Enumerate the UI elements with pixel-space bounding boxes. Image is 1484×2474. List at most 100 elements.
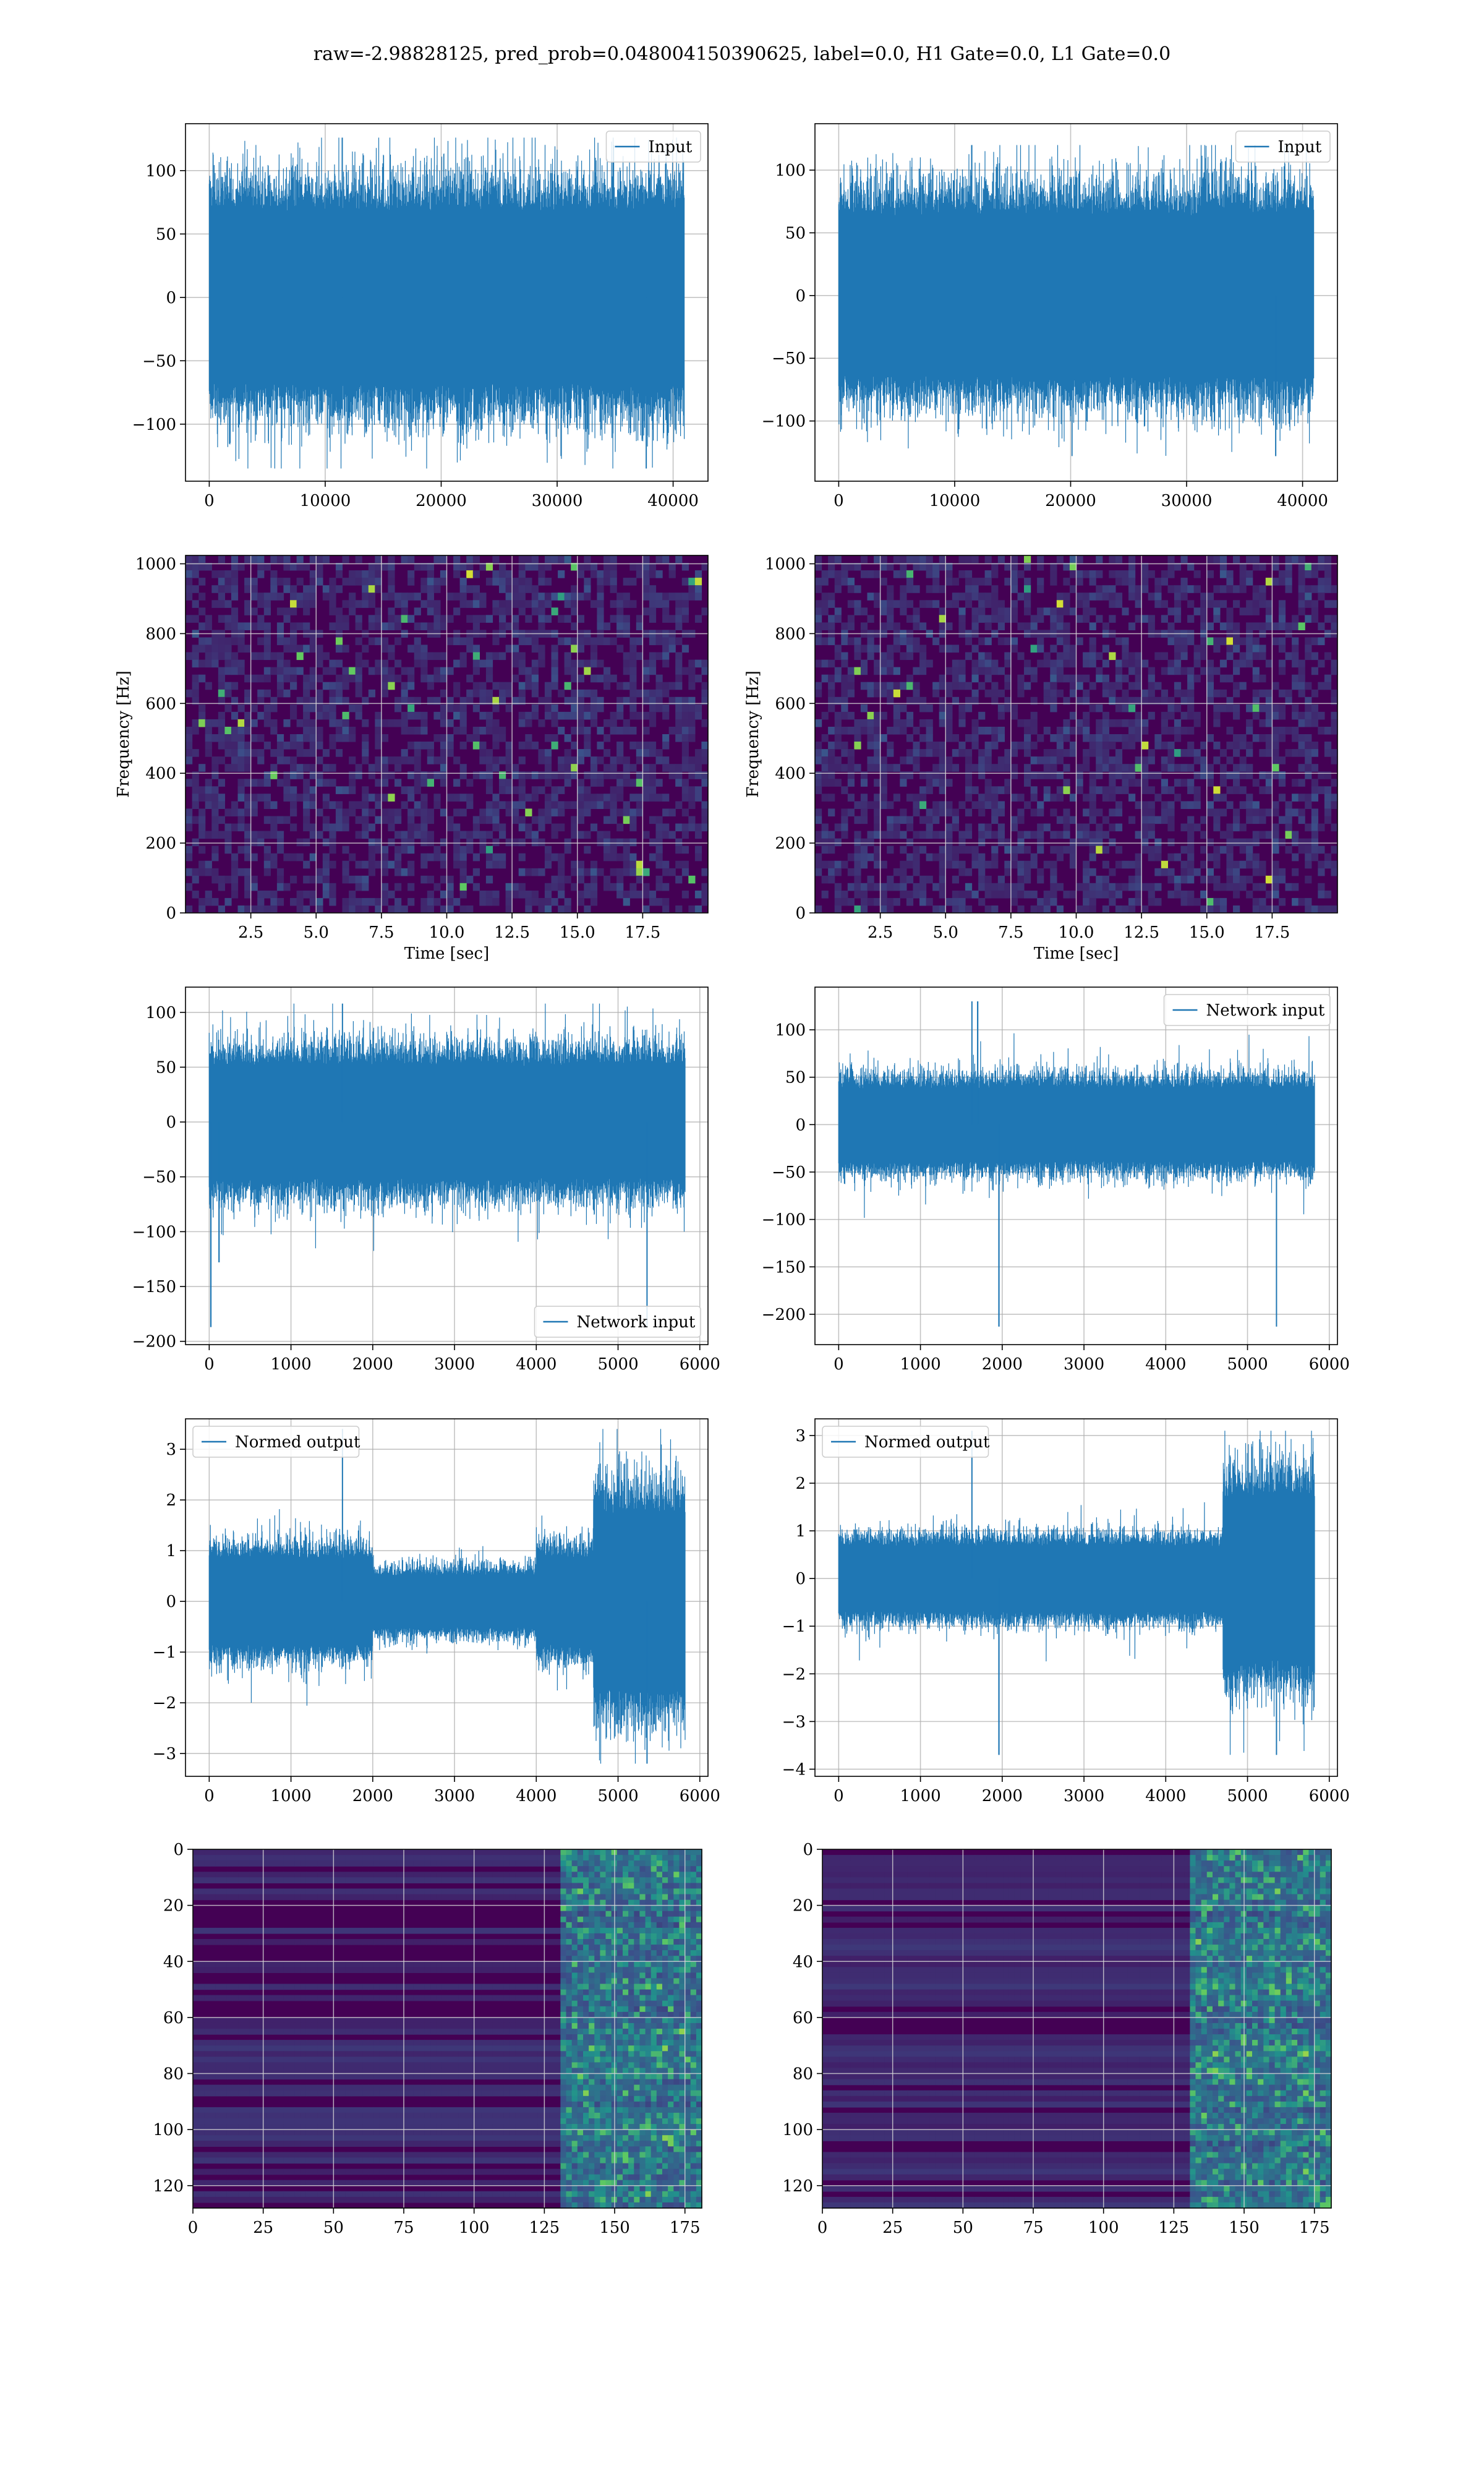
spec-h1-cell: [616, 704, 624, 713]
spec-h1-cell: [623, 838, 630, 847]
features-h1-cell: [526, 1855, 533, 1861]
spec-h1-cell: [427, 674, 434, 683]
netin-l1-series-line: [838, 1033, 1315, 1218]
features-h1-cell: [537, 1888, 544, 1895]
spec-h1-cell: [681, 563, 689, 571]
spec-l1-cell: [1219, 779, 1227, 787]
spec-l1-ylabel: Frequency [Hz]: [744, 670, 762, 798]
spec-l1-cell: [945, 897, 953, 906]
spec-h1-cell: [688, 674, 696, 683]
spec-h1-cell: [276, 756, 284, 764]
spec-l1-cell: [887, 875, 894, 884]
spec-l1-cell: [893, 570, 900, 578]
spec-h1-cell: [290, 756, 297, 764]
spec-l1-cell: [874, 845, 881, 854]
spec-l1-cell: [1272, 711, 1279, 720]
spec-h1-cell: [375, 764, 382, 772]
features-h1-cell: [238, 1855, 244, 1861]
features-h1-cell: [684, 1872, 691, 1878]
spec-h1-cell: [623, 853, 630, 862]
spec-h1-cell: [675, 696, 683, 705]
spec-l1-cell: [834, 883, 842, 891]
spec-h1-cell: [309, 734, 317, 742]
spec-l1-cell: [900, 593, 907, 601]
spec-l1-cell: [926, 585, 933, 593]
spec-l1-cell: [1174, 890, 1182, 899]
spec-l1-cell: [1122, 734, 1129, 742]
spec-h1-cell: [420, 831, 428, 839]
spec-h1-cell: [322, 816, 330, 824]
spec-l1-cell: [1187, 801, 1195, 809]
spec-l1-cell: [1305, 905, 1312, 914]
spec-h1-cell: [244, 622, 252, 630]
features-h1-cell: [289, 1872, 296, 1878]
spec-h1-cell: [564, 801, 571, 809]
spec-h1-cell: [649, 659, 657, 668]
spec-l1-cell: [1056, 622, 1064, 630]
spec-l1-cell: [1298, 674, 1305, 683]
spec-h1-cell: [303, 749, 310, 757]
spec-l1-cell: [906, 838, 914, 847]
spec-h1-cell: [649, 607, 657, 615]
spec-h1-cell: [342, 696, 349, 705]
spec-h1-cell: [584, 890, 591, 899]
spec-l1-cell: [1259, 808, 1266, 816]
spec-l1-cell: [1122, 674, 1129, 683]
spec-l1-cell: [1109, 838, 1116, 847]
spec-l1-cell: [1141, 570, 1149, 578]
spec-h1-cell: [322, 779, 330, 787]
spec-h1-cell: [303, 593, 310, 601]
spec-l1-cell: [867, 719, 874, 727]
spec-h1-cell: [368, 897, 375, 906]
spec-h1-cell: [577, 786, 584, 794]
spec-l1-cell: [991, 563, 999, 571]
features-h1-cell: [345, 1877, 352, 1883]
spec-l1-cell: [991, 890, 999, 899]
features-h1-cell: [555, 1855, 561, 1861]
spec-h1-cell: [427, 875, 434, 884]
spec-l1-xtick-label-6: 17.5: [1254, 923, 1290, 942]
spec-h1-cell: [322, 838, 330, 847]
spec-l1-cell: [945, 734, 953, 742]
spec-h1-cell: [668, 563, 676, 571]
spec-h1-cell: [590, 883, 598, 891]
features-h1-cell: [560, 1855, 567, 1861]
features-h1-cell: [266, 1860, 273, 1867]
spec-l1-cell: [945, 682, 953, 690]
features-h1-cell: [317, 1888, 323, 1895]
spec-l1-cell: [1278, 897, 1286, 906]
spec-h1-cell: [492, 637, 500, 646]
spec-l1-cell: [1265, 719, 1273, 727]
spec-l1-cell: [1193, 607, 1201, 615]
spec-h1-cell: [420, 838, 428, 847]
spec-l1-cell: [893, 682, 900, 690]
features-h1-cell: [537, 1877, 544, 1883]
spec-l1-cell: [1324, 578, 1332, 586]
spec-l1-cell: [1298, 607, 1305, 615]
spec-l1-cell: [978, 883, 986, 891]
features-h1-cell: [679, 1883, 686, 1890]
spec-l1-cell: [1069, 742, 1077, 750]
spec-l1-cell: [926, 749, 933, 757]
spec-h1-cell: [531, 555, 539, 563]
features-h1-cell: [645, 1855, 652, 1861]
spec-l1-cell: [1148, 816, 1155, 824]
spec-h1-cell: [616, 794, 624, 802]
spec-h1-cell: [571, 742, 578, 750]
spec-l1-ytick-label-5: 1000: [765, 555, 806, 574]
spec-l1-cell: [965, 578, 973, 586]
spec-l1-cell: [1233, 890, 1240, 899]
spec-l1-cell: [1037, 838, 1044, 847]
features-h1-cell: [339, 1872, 346, 1878]
spec-h1-cell: [459, 600, 467, 608]
spec-l1-cell: [978, 615, 986, 623]
spec-h1-cell: [218, 593, 225, 601]
spec-h1-cell: [505, 838, 513, 847]
spec-l1-cell: [887, 600, 894, 608]
spec-l1-cell: [815, 838, 822, 847]
spec-h1-cell: [655, 704, 663, 713]
spec-h1-cell: [316, 756, 323, 764]
spec-l1-cell: [1063, 719, 1070, 727]
spec-l1-cell: [1017, 682, 1025, 690]
features-h1-cell: [244, 1888, 250, 1895]
